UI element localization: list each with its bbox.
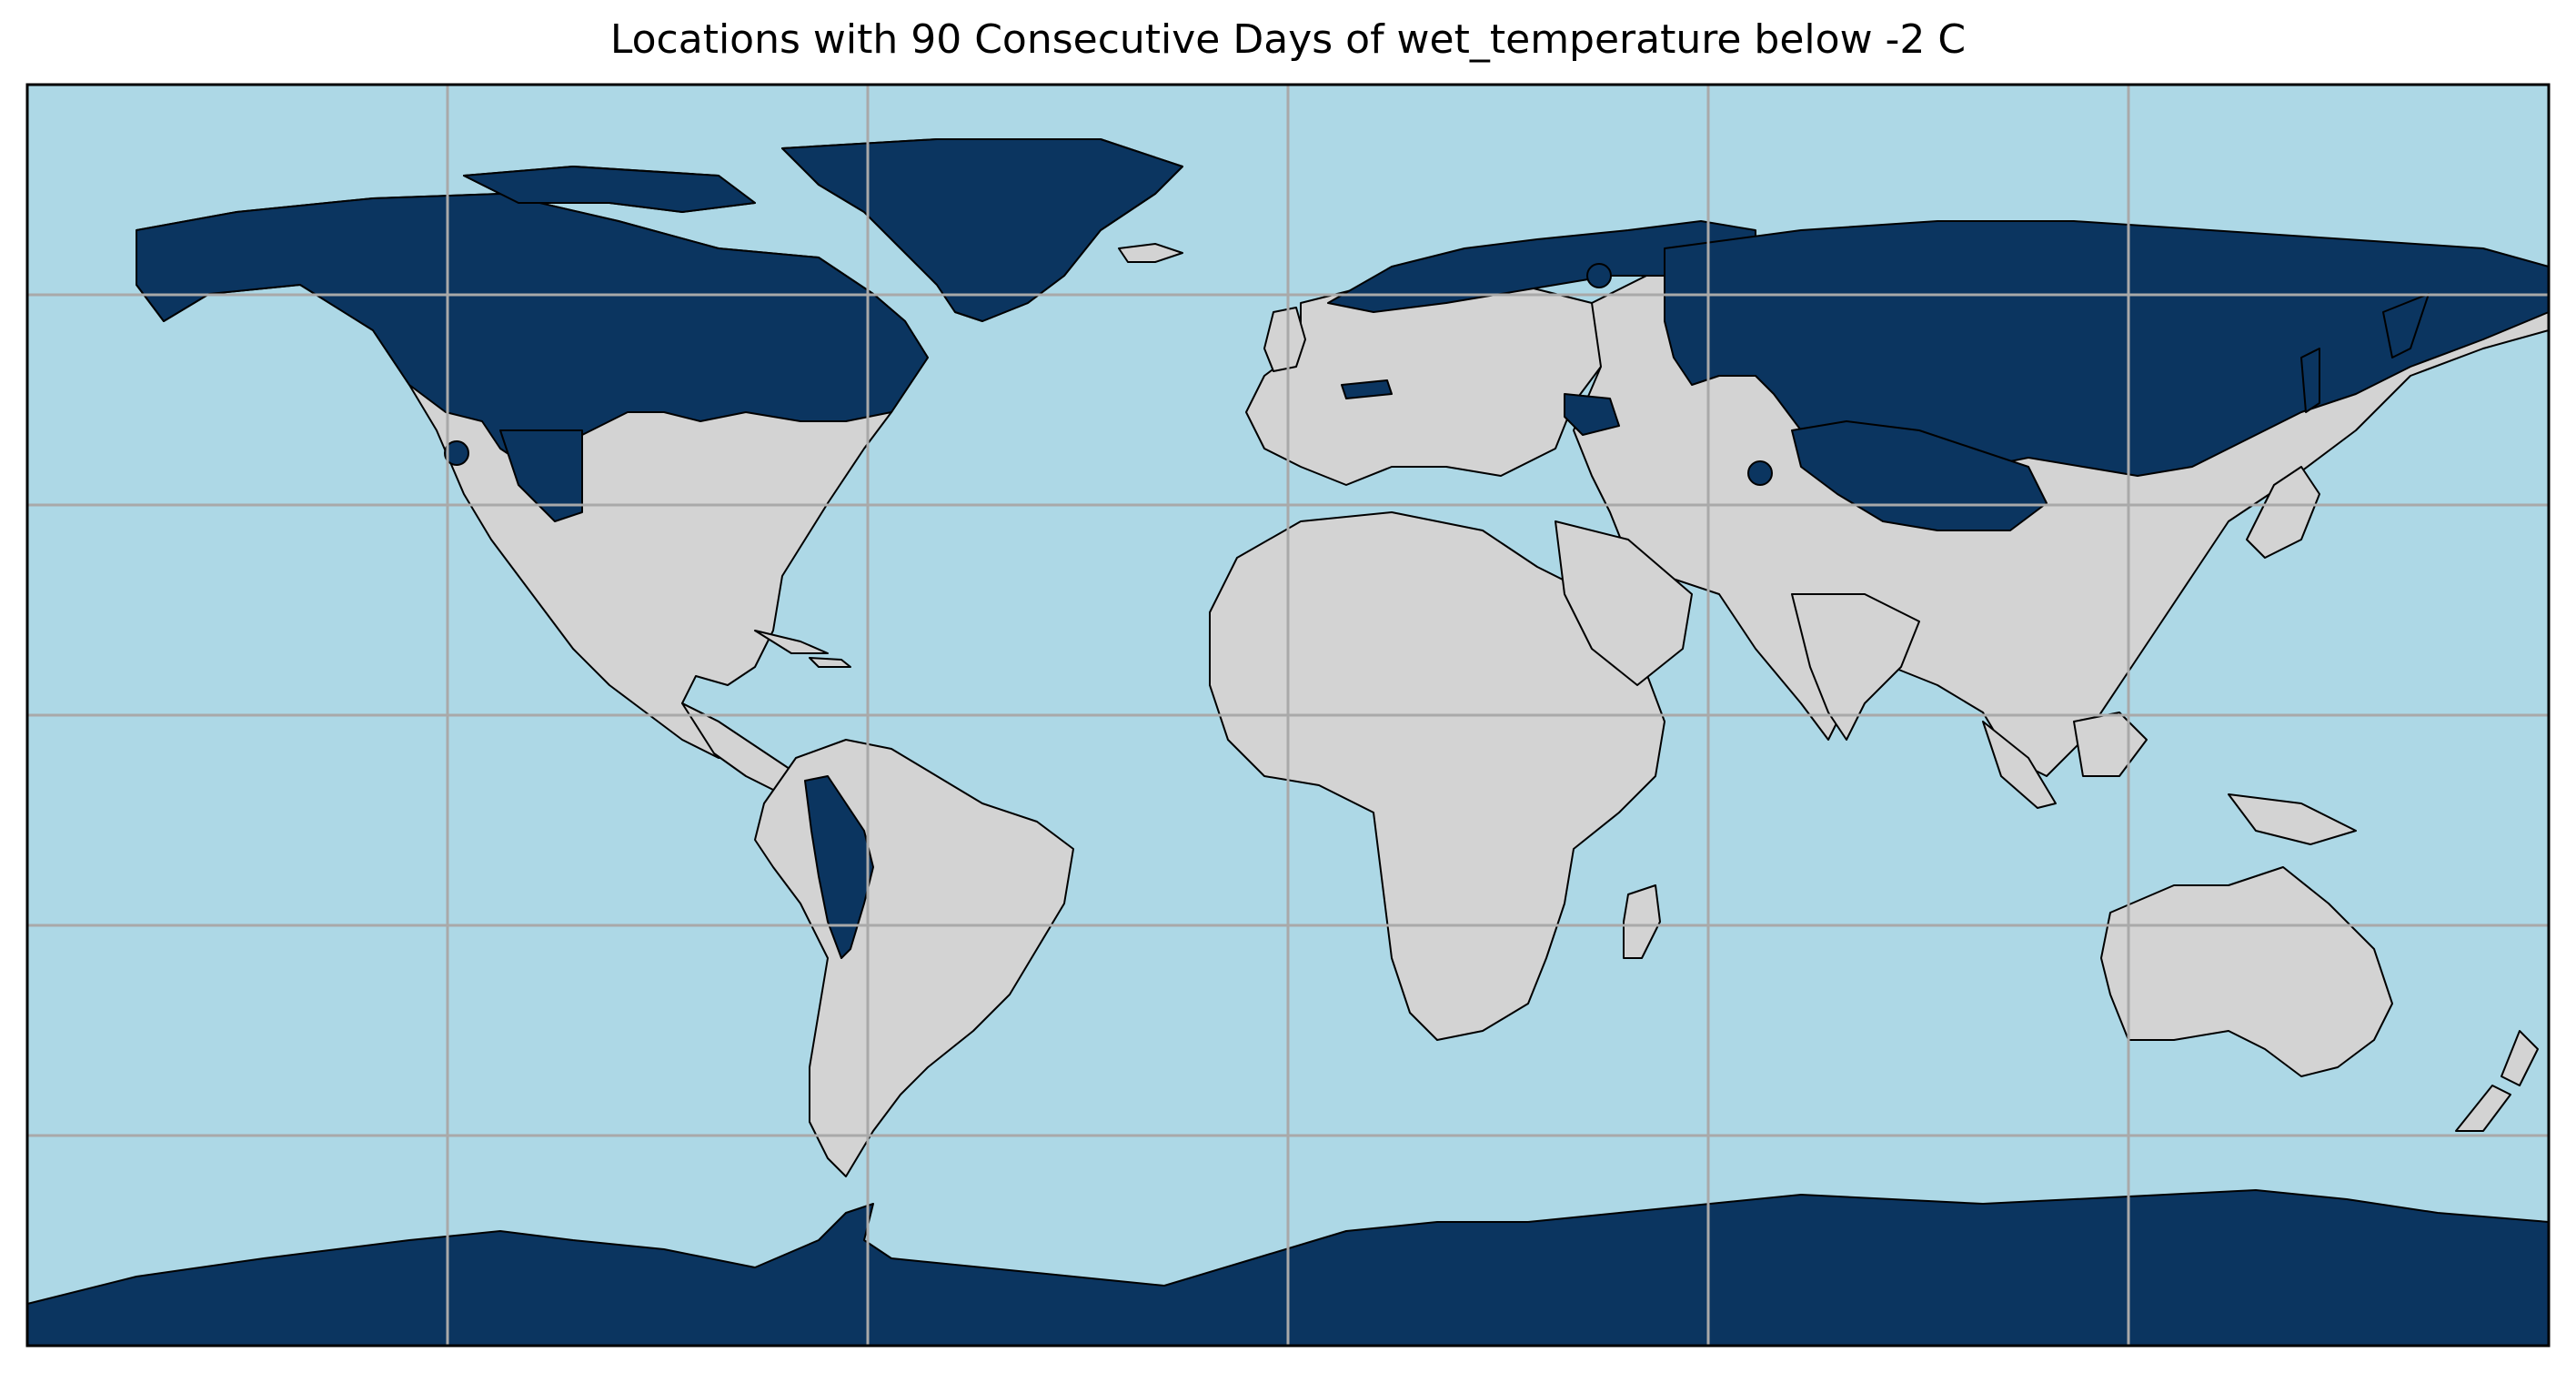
gridlines [27,85,2549,1346]
land-hispaniola [809,657,851,668]
land-arabia [1555,520,1693,686]
highlight-point-kola [1586,263,1612,288]
land-iceland [1118,243,1183,263]
land-africa [1209,511,1665,1041]
highlight-rockies [499,429,583,522]
land-japan [2246,466,2320,559]
land-australia [2100,866,2393,1077]
highlight-greenland [781,138,1183,322]
highlight-point-sierra [444,440,469,466]
highlight-siberia [1664,220,2550,477]
highlight-alps [1341,379,1393,399]
map-title: Locations with 90 Consecutive Days of we… [609,16,1967,63]
land-new-guinea [2228,793,2357,845]
land-cuba [754,630,829,654]
highlight-arctic-islands [463,166,756,213]
land-sumatra [1982,721,2057,809]
map-frame [25,83,2551,1348]
land-new-zealand-south [2455,1085,2511,1132]
land-india [1791,593,1920,741]
land-madagascar [1623,884,1661,959]
highlight-sakhalin [2300,348,2320,413]
highlight-caucasus [1564,393,1620,436]
highlight-canada-alaska [136,193,929,468]
land-new-zealand [2501,1030,2539,1086]
highlight-tibet [1791,420,2048,531]
highlight-kamchatka [2382,293,2430,358]
land-great-britain [1263,307,1306,372]
highlight-point-pamir [1747,460,1773,486]
